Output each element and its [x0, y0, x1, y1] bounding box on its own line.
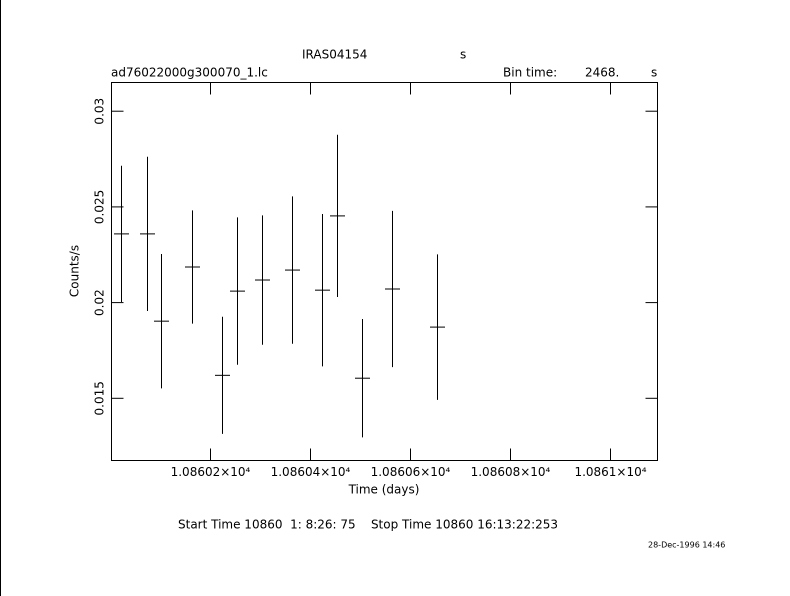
bin-time-unit: s: [651, 66, 657, 80]
y-tick-label: 0.03: [93, 98, 107, 125]
x-tick-label: 1.08602×10⁴: [171, 465, 251, 479]
x-tick-label: 1.08606×10⁴: [371, 465, 451, 479]
x-tick-label: 1.08604×10⁴: [271, 465, 351, 479]
footer: Start Time 10860 1: 8:26: 75 Stop Time 1…: [178, 518, 558, 532]
file-name: ad76022000g300070_1.lc: [111, 66, 268, 80]
bin-time: 2468.: [585, 66, 619, 80]
title-unit: s: [460, 48, 466, 62]
date-stamp: 28-Dec-1996 14:46: [648, 541, 725, 550]
chart-title: IRAS04154: [302, 48, 367, 62]
plot-frame: [111, 82, 658, 461]
x-axis-label: Time (days): [348, 483, 420, 497]
y-tick-label: 0.015: [93, 381, 107, 415]
y-tick-label: 0.02: [93, 289, 107, 316]
bin-time-label: Bin time:: [503, 66, 557, 80]
x-tick-label: 1.0861×10⁴: [574, 465, 646, 479]
x-tick-label: 1.08608×10⁴: [471, 465, 551, 479]
y-tick-label: 0.025: [93, 190, 107, 224]
y-axis-label: Counts/s: [68, 245, 82, 297]
